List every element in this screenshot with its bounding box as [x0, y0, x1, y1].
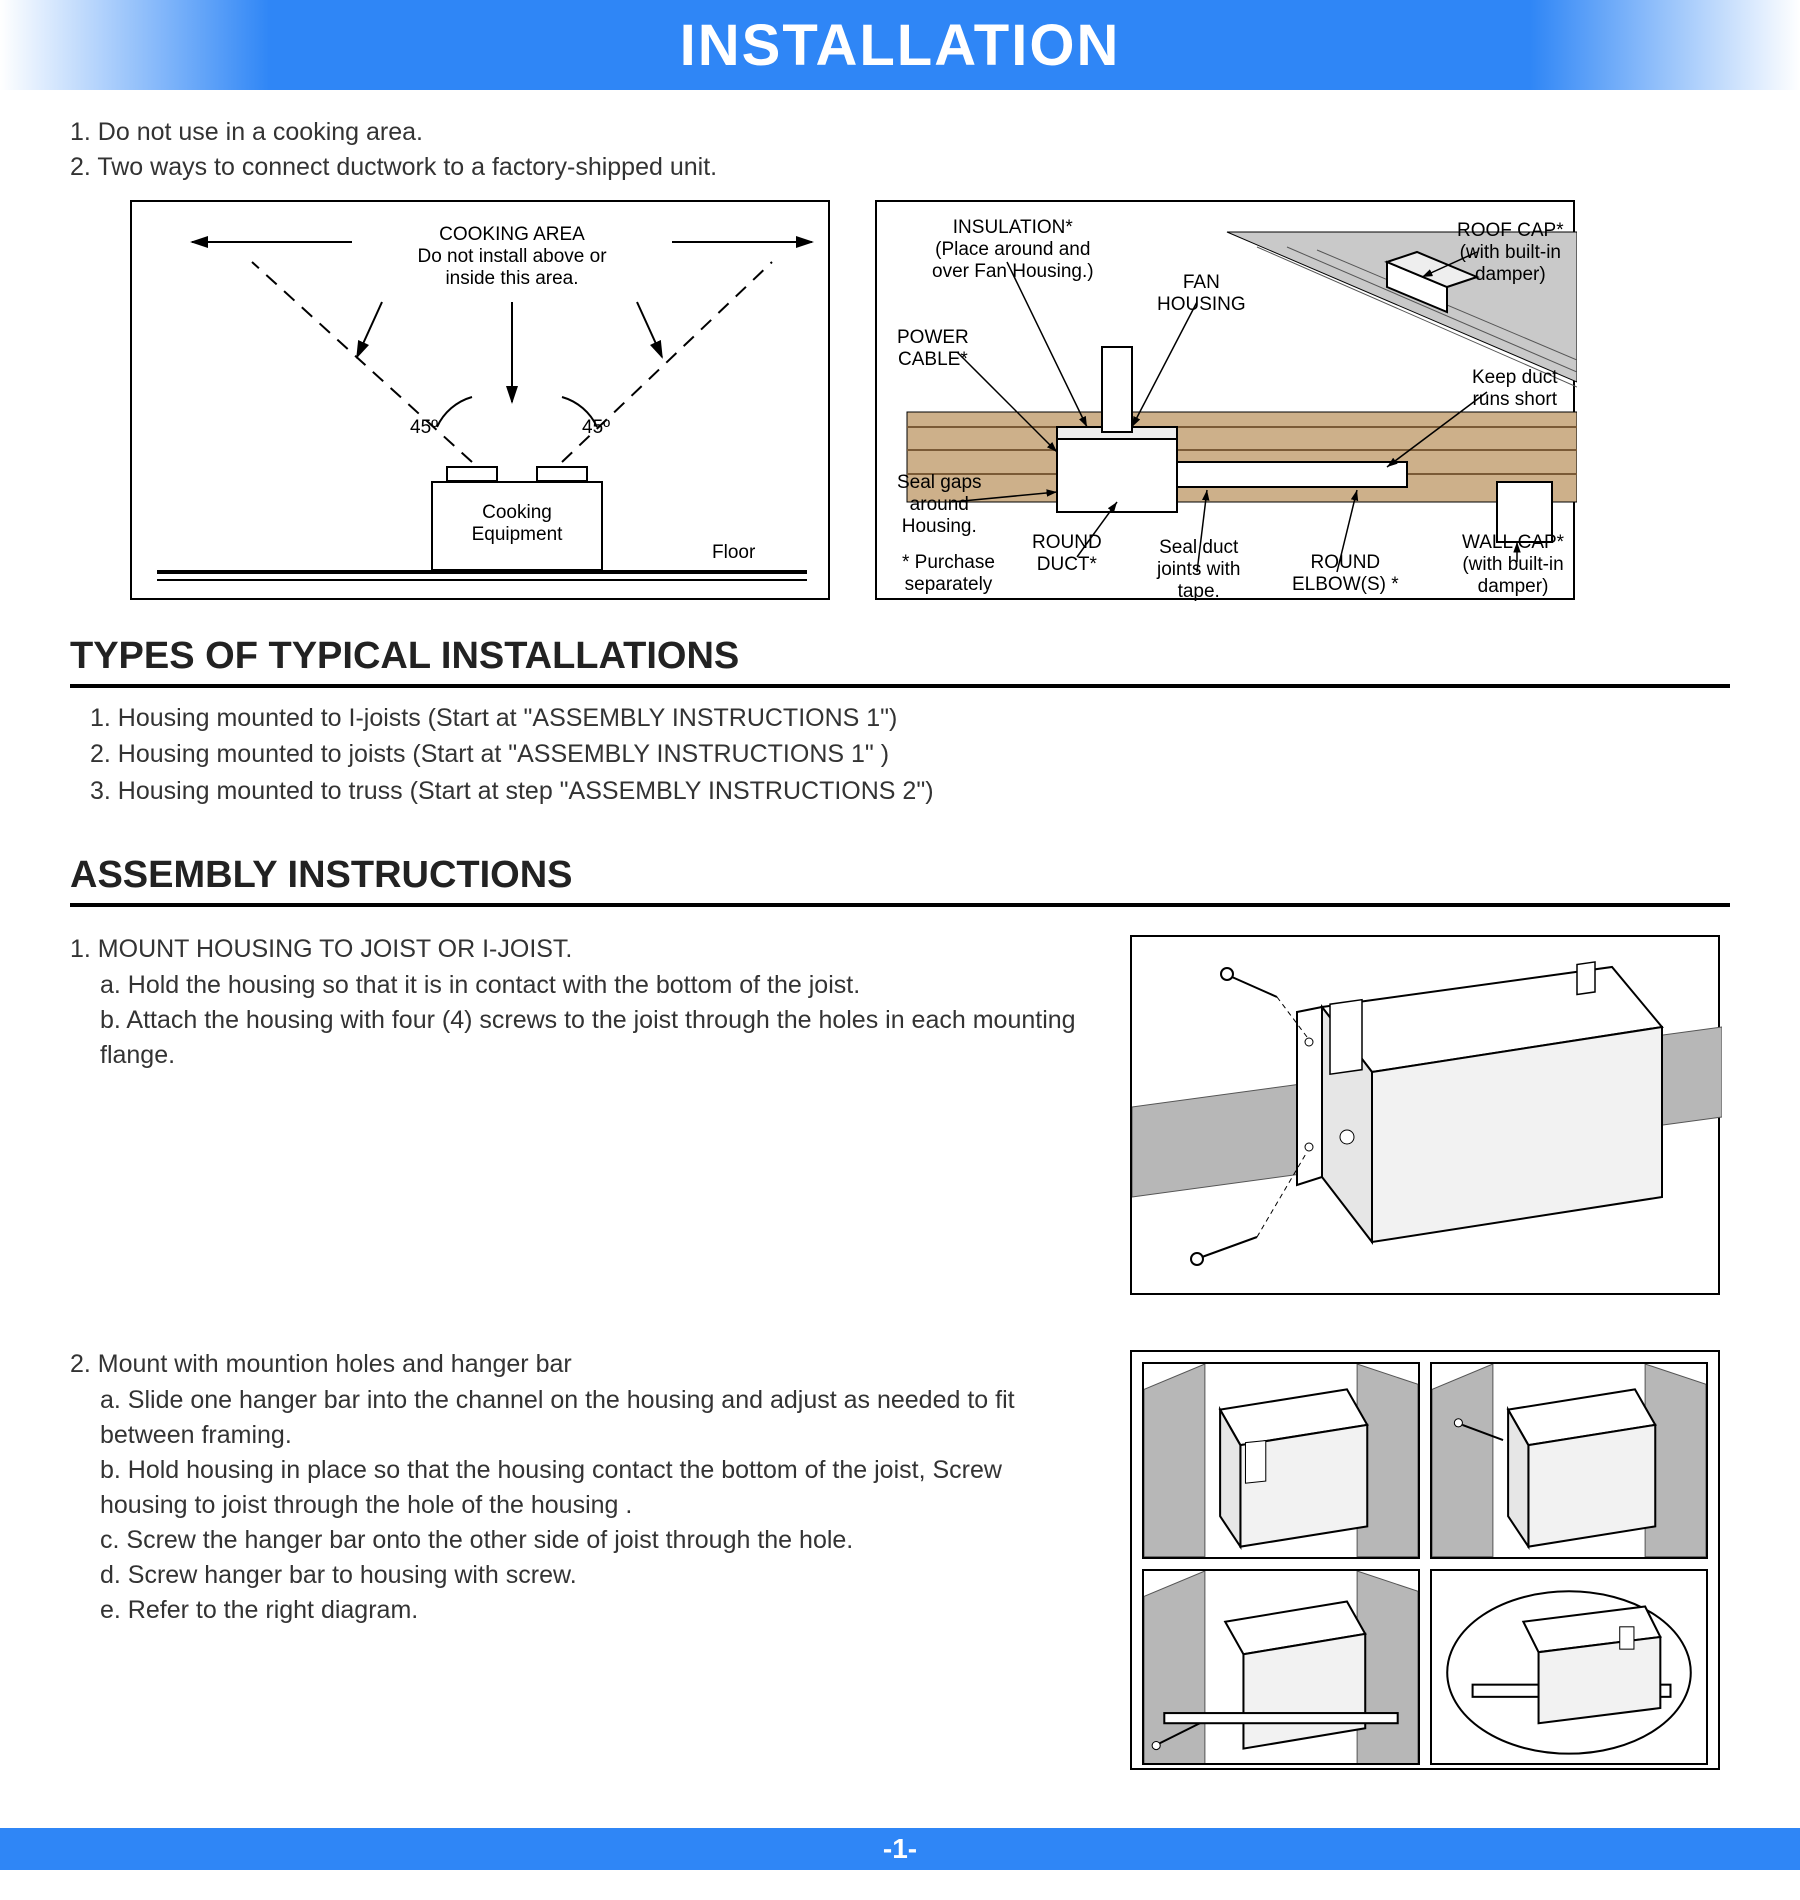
diagram-cooking-area: COOKING AREA Do not install above or ins… [130, 200, 830, 600]
step-2-text: 2. Mount with mountion holes and hanger … [70, 1350, 1090, 1628]
types-heading: TYPES OF TYPICAL INSTALLATIONS [70, 635, 1730, 678]
step-1-b: b. Attach the housing with four (4) scre… [100, 1003, 1090, 1073]
types-item-1: 1. Housing mounted to I-joists (Start at… [90, 700, 1730, 736]
page-number: -1- [883, 1833, 917, 1865]
footer-bar: -1- [0, 1828, 1800, 1870]
step-1-figure [1130, 935, 1720, 1295]
divider [70, 684, 1730, 688]
screw-icon [1191, 1237, 1257, 1265]
diagram-row: COOKING AREA Do not install above or ins… [130, 200, 1730, 600]
content-area: 1. Do not use in a cooking area. 2. Two … [0, 90, 1800, 1770]
step-2-figure [1130, 1350, 1720, 1770]
step-1-text: 1. MOUNT HOUSING TO JOIST OR I-JOIST. a.… [70, 935, 1090, 1073]
step-2-panel-c [1142, 1569, 1420, 1766]
step-2-panel-b [1430, 1362, 1708, 1559]
assembly-heading: ASSEMBLY INSTRUCTIONS [70, 854, 1730, 897]
types-item-3: 3. Housing mounted to truss (Start at st… [90, 773, 1730, 809]
step-1-head: 1. MOUNT HOUSING TO JOIST OR I-JOIST. [70, 935, 1090, 964]
assembly-step-2: 2. Mount with mountion holes and hanger … [70, 1350, 1730, 1770]
step-2-b: b. Hold housing in place so that the hou… [100, 1453, 1090, 1523]
step-2-e: e. Refer to the right diagram. [100, 1593, 1090, 1628]
header-bar: INSTALLATION [0, 0, 1800, 90]
cooking-area-svg [132, 202, 832, 602]
step-1-a: a. Hold the housing so that it is in con… [100, 968, 1090, 1003]
diagram-ductwork: INSULATION* (Place around and over Fan H… [875, 200, 1575, 600]
step-2-a: a. Slide one hanger bar into the channel… [100, 1383, 1090, 1453]
types-item-2: 2. Housing mounted to joists (Start at "… [90, 736, 1730, 772]
step-2-d: d. Screw hanger bar to housing with scre… [100, 1558, 1090, 1593]
intro-item-1: 1. Do not use in a cooking area. [70, 115, 1730, 150]
step-2-c: c. Screw the hanger bar onto the other s… [100, 1523, 1090, 1558]
step-2-panel-a [1142, 1362, 1420, 1559]
intro-item-2: 2. Two ways to connect ductwork to a fac… [70, 150, 1730, 185]
types-list: 1. Housing mounted to I-joists (Start at… [90, 700, 1730, 809]
divider [70, 903, 1730, 907]
ductwork-svg [877, 202, 1577, 602]
screw-icon [1221, 968, 1277, 997]
intro-list: 1. Do not use in a cooking area. 2. Two … [70, 115, 1730, 185]
assembly-step-1: 1. MOUNT HOUSING TO JOIST OR I-JOIST. a.… [70, 935, 1730, 1295]
step-1-svg [1132, 937, 1722, 1297]
page-title: INSTALLATION [680, 12, 1121, 79]
step-2-head: 2. Mount with mountion holes and hanger … [70, 1350, 1090, 1379]
step-2-panel-d [1430, 1569, 1708, 1766]
